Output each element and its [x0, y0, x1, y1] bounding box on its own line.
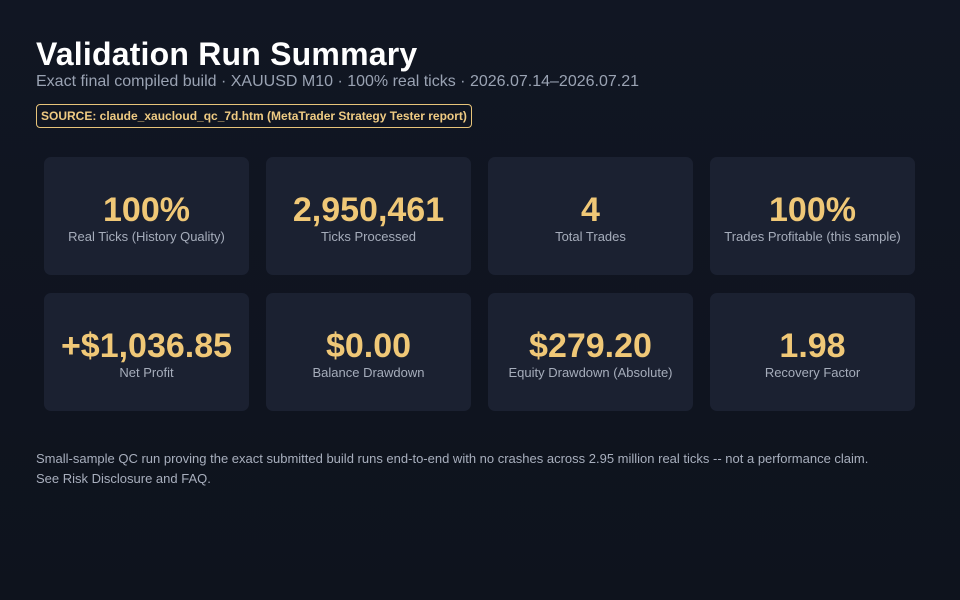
metric-value: 4: [581, 191, 600, 229]
metric-label: Recovery Factor: [764, 365, 861, 380]
metric-card-net-profit: +$1,036.85 Net Profit: [44, 293, 249, 411]
metrics-grid: 100% Real Ticks (History Quality) 2,950,…: [44, 157, 916, 411]
metric-card-ticks-processed: 2,950,461 Ticks Processed: [266, 157, 471, 275]
metric-card-trades-profitable: 100% Trades Profitable (this sample): [710, 157, 915, 275]
metric-value: 1.98: [779, 327, 846, 365]
footnote-line: Small-sample QC run proving the exact su…: [36, 451, 869, 466]
page-title: Validation Run Summary: [36, 36, 418, 72]
footnote: Small-sample QC run proving the exact su…: [36, 449, 926, 489]
metric-value: 100%: [103, 191, 190, 229]
metric-value: +$1,036.85: [60, 327, 233, 365]
metric-value: 2,950,461: [292, 191, 445, 229]
metric-card-real-ticks: 100% Real Ticks (History Quality): [44, 157, 249, 275]
metric-card-total-trades: 4 Total Trades: [488, 157, 693, 275]
metric-label: Trades Profitable (this sample): [724, 229, 901, 244]
metric-value: 100%: [769, 191, 856, 229]
metric-label: Equity Drawdown (Absolute): [508, 365, 673, 380]
source-badge: SOURCE: claude_xaucloud_qc_7d.htm (MetaT…: [36, 104, 472, 128]
page-subtitle: Exact final compiled build · XAUUSD M10 …: [36, 73, 639, 90]
metric-label: Balance Drawdown: [312, 365, 425, 380]
metric-card-recovery-factor: 1.98 Recovery Factor: [710, 293, 915, 411]
metric-value: $0.00: [325, 327, 412, 365]
header: Validation Run Summary Exact final compi…: [36, 36, 639, 128]
metric-label: Ticks Processed: [321, 229, 416, 244]
metric-label: Real Ticks (History Quality): [68, 229, 225, 244]
metric-value: $279.20: [529, 327, 652, 365]
metric-label: Total Trades: [555, 229, 626, 244]
metric-card-balance-drawdown: $0.00 Balance Drawdown: [266, 293, 471, 411]
metric-card-equity-drawdown: $279.20 Equity Drawdown (Absolute): [488, 293, 693, 411]
metric-label: Net Profit: [119, 365, 174, 380]
footnote-line: See Risk Disclosure and FAQ.: [36, 471, 211, 486]
